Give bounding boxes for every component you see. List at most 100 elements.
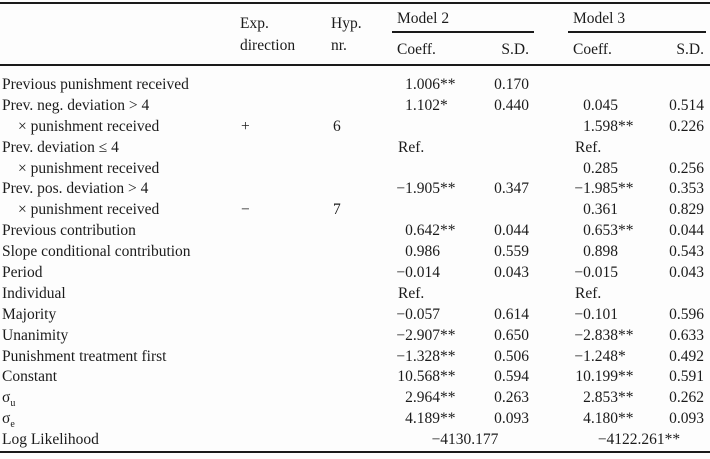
coefficient-number: −1.985 — [574, 180, 618, 198]
coefficient-number: 4.180 — [583, 410, 618, 428]
coefficient-number: 4.189 — [405, 410, 440, 428]
coefficient-number: 0.045 — [583, 96, 618, 114]
column-gap — [538, 221, 568, 242]
model3-coeff-value: −1.985** — [568, 179, 654, 200]
table-row: Prev. deviation ≤ 4 Ref. Ref. — [0, 138, 710, 159]
significance-stars: ** — [440, 347, 456, 365]
row-label: Constant — [0, 367, 238, 388]
model3-sd-value — [654, 75, 710, 96]
row-label-text: Prev. deviation ≤ 4 — [2, 138, 119, 156]
expected-direction-value — [238, 159, 330, 180]
model2-coeff-value: Ref. — [392, 284, 476, 305]
top-rule — [0, 2, 710, 5]
column-gap — [538, 179, 568, 200]
expected-direction-value: − — [241, 201, 250, 219]
expected-direction-value: + — [241, 117, 250, 135]
row-label: σe — [0, 409, 238, 430]
column-gap — [538, 305, 568, 326]
table-row: Individual Ref. Ref. — [0, 284, 710, 305]
coefficient-number: 1.102 — [405, 96, 440, 114]
row-label: Prev. neg. deviation > 4 — [0, 96, 238, 117]
model3-coeff-value: Ref. — [568, 284, 654, 305]
table-row: σu 2.964** 0.263 2.853** 0.262 — [0, 388, 710, 409]
column-gap — [538, 96, 568, 117]
row-label-text: Constant — [2, 368, 58, 386]
column-gap — [538, 263, 568, 284]
row-label-text: Previous contribution — [2, 222, 136, 240]
hypothesis-number-value: 6 — [333, 117, 341, 135]
model2-sd-value: 0.093 — [494, 410, 529, 428]
table-row: × punishment received − 7 0.361 0.829 — [0, 200, 710, 221]
column-gap — [538, 284, 568, 305]
row-label: Period — [0, 263, 238, 284]
row-label: σu — [0, 388, 238, 409]
row-label-text: × punishment received — [18, 117, 160, 135]
model3-sd-value: 0.262 — [669, 389, 704, 407]
model2-coeff-value: −2.907** — [392, 326, 476, 347]
coefficient-number: 10.199 — [575, 368, 618, 386]
coefficient-number: −2.907 — [396, 326, 440, 344]
expected-direction-value — [238, 409, 330, 430]
model2-coeff-value: −1.905** — [392, 179, 476, 200]
table-row: Majority −0.057 0.614 −0.101 0.596 — [0, 305, 710, 326]
sigma-subscript: e — [10, 419, 15, 431]
model2-coeff-value — [392, 117, 476, 138]
column-gap — [538, 117, 568, 138]
table-row: σe 4.189** 0.093 4.180** 0.093 — [0, 409, 710, 430]
reference-category-marker: Ref. — [575, 284, 602, 302]
model3-sd-value — [654, 284, 710, 305]
table-body: Previous punishment received 1.006** 0.170… — [0, 75, 710, 451]
model2-coeff-value: −0.057 — [392, 305, 476, 326]
expected-direction-value — [238, 75, 330, 96]
reference-category-marker: Ref. — [398, 284, 425, 302]
table-row: Log Likelihood −4130.177 −4122.261** — [0, 430, 710, 451]
coefficient-number: 0.285 — [583, 159, 618, 177]
reference-category-marker: Ref. — [575, 138, 602, 156]
model3-sd-value: 0.829 — [669, 201, 704, 219]
model3-sd-value: 0.514 — [669, 96, 704, 114]
model2-sd-value — [476, 138, 538, 159]
row-label-text: Previous punishment received — [2, 76, 189, 93]
significance-stars: ** — [440, 222, 456, 240]
model2-coeff-value: 10.568** — [392, 367, 476, 388]
hypothesis-number-value — [330, 388, 392, 409]
table-header: Exp. direction Hyp. nr. Model 2 Coeff. S… — [0, 0, 710, 64]
row-label: Individual — [0, 284, 238, 305]
model3-sd-value: 0.353 — [669, 180, 704, 198]
coefficient-number: 10.568 — [397, 368, 440, 386]
expected-direction-value — [238, 96, 330, 117]
model2-sd-value — [476, 284, 538, 305]
row-label: Prev. pos. deviation > 4 — [0, 179, 238, 200]
model2-title: Model 2 — [392, 10, 534, 33]
row-label: Previous punishment received — [0, 75, 238, 96]
significance-stars: ** — [618, 410, 634, 428]
coefficient-number: 0.361 — [583, 201, 618, 219]
row-label-text: Individual — [2, 284, 66, 302]
coefficient-number: −1.328 — [396, 347, 440, 365]
column-gap — [538, 409, 568, 430]
model3-sd-value — [654, 138, 710, 159]
significance-stars: ** — [440, 410, 456, 428]
model3-coeff-value: 0.045 — [568, 96, 654, 117]
expected-direction-value — [238, 242, 330, 263]
model2-sd-value: 0.170 — [494, 76, 529, 93]
model2-coeff-value: 4.189** — [392, 409, 476, 430]
hypothesis-number-value — [330, 221, 392, 242]
model2-coeff-value: 2.964** — [392, 388, 476, 409]
model3-title: Model 3 — [568, 10, 706, 33]
model2-coeff-value: 1.102* — [392, 96, 476, 117]
row-label: × punishment received — [0, 159, 238, 180]
model3-sd-value: 0.256 — [669, 159, 704, 177]
model3-sd-header: S.D. — [676, 41, 704, 58]
coefficient-number: 0.642 — [405, 222, 440, 240]
model2-sd-value: 0.263 — [494, 389, 529, 407]
model3-coeff-header: Coeff. — [573, 41, 612, 58]
row-label: Majority — [0, 305, 238, 326]
model3-coeff-value: −2.838** — [568, 326, 654, 347]
expected-direction-value — [238, 305, 330, 326]
model2-column-group: Model 2 Coeff. S.D. — [392, 0, 538, 64]
column-gap — [538, 138, 568, 159]
hypothesis-number-value — [330, 138, 392, 159]
coefficient-number: −1.248 — [574, 347, 618, 365]
